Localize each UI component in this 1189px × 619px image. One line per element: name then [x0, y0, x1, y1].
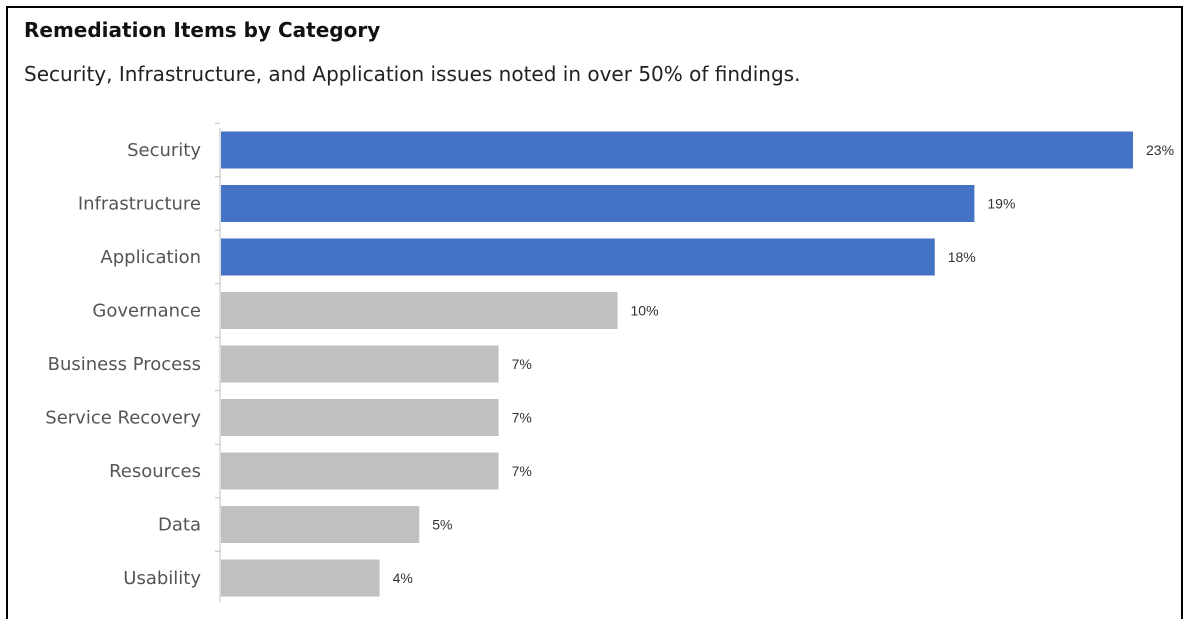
chart-title: Remediation Items by Category — [24, 18, 381, 42]
category-label: Governance — [92, 301, 201, 322]
chart-subtitle: Security, Infrastructure, and Applicatio… — [24, 62, 801, 86]
category-label: Business Process — [48, 354, 201, 375]
bar-usability — [221, 559, 380, 597]
bar-service-recovery — [221, 399, 499, 436]
chart-frame — [6, 6, 1183, 619]
bar-security — [221, 131, 1133, 169]
category-label: Application — [100, 247, 201, 268]
category-label: Security — [127, 140, 201, 161]
value-label: 5% — [432, 517, 452, 533]
category-label: Resources — [109, 461, 201, 482]
bar-governance — [221, 292, 618, 329]
value-label: 10% — [631, 303, 659, 319]
bar-resources — [221, 452, 499, 490]
value-label: 19% — [987, 196, 1015, 212]
bar-infrastructure — [221, 185, 975, 222]
value-label: 23% — [1146, 142, 1174, 158]
value-label: 7% — [512, 463, 532, 479]
category-label: Service Recovery — [45, 408, 201, 429]
bar-business-process — [221, 345, 499, 383]
value-label: 7% — [512, 410, 532, 426]
bars-group: Security 23% Infrastructure 19% Application 1… — [45, 122, 1174, 602]
value-label: 7% — [512, 356, 532, 372]
value-label: 18% — [948, 249, 976, 265]
category-label: Usability — [123, 568, 201, 589]
category-label: Data — [158, 515, 201, 536]
category-label: Infrastructure — [78, 194, 201, 215]
bar-application — [221, 238, 935, 276]
value-label: 4% — [393, 570, 413, 586]
bar-data — [221, 506, 420, 543]
